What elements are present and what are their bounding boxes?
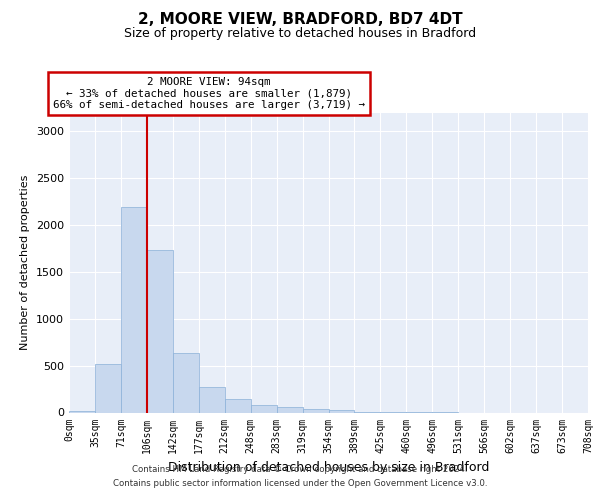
Bar (225, 400, 251, 412)
Bar (147, 250, 173, 412)
Bar (302, 409, 329, 412)
Bar (277, 408, 302, 412)
Bar (69, 410, 95, 412)
Bar (95, 364, 121, 412)
Y-axis label: Number of detached properties: Number of detached properties (20, 175, 31, 350)
Text: 2 MOORE VIEW: 94sqm
← 33% of detached houses are smaller (1,879)
66% of semi-det: 2 MOORE VIEW: 94sqm ← 33% of detached ho… (53, 76, 365, 110)
Bar (199, 387, 224, 412)
Bar (329, 410, 355, 412)
Bar (173, 352, 199, 412)
Text: Contains HM Land Registry data © Crown copyright and database right 2024.
Contai: Contains HM Land Registry data © Crown c… (113, 466, 487, 487)
Bar (251, 405, 277, 412)
Bar (121, 207, 147, 412)
Text: 2, MOORE VIEW, BRADFORD, BD7 4DT: 2, MOORE VIEW, BRADFORD, BD7 4DT (137, 12, 463, 28)
Text: Size of property relative to detached houses in Bradford: Size of property relative to detached ho… (124, 28, 476, 40)
X-axis label: Distribution of detached houses by size in Bradford: Distribution of detached houses by size … (168, 461, 489, 474)
